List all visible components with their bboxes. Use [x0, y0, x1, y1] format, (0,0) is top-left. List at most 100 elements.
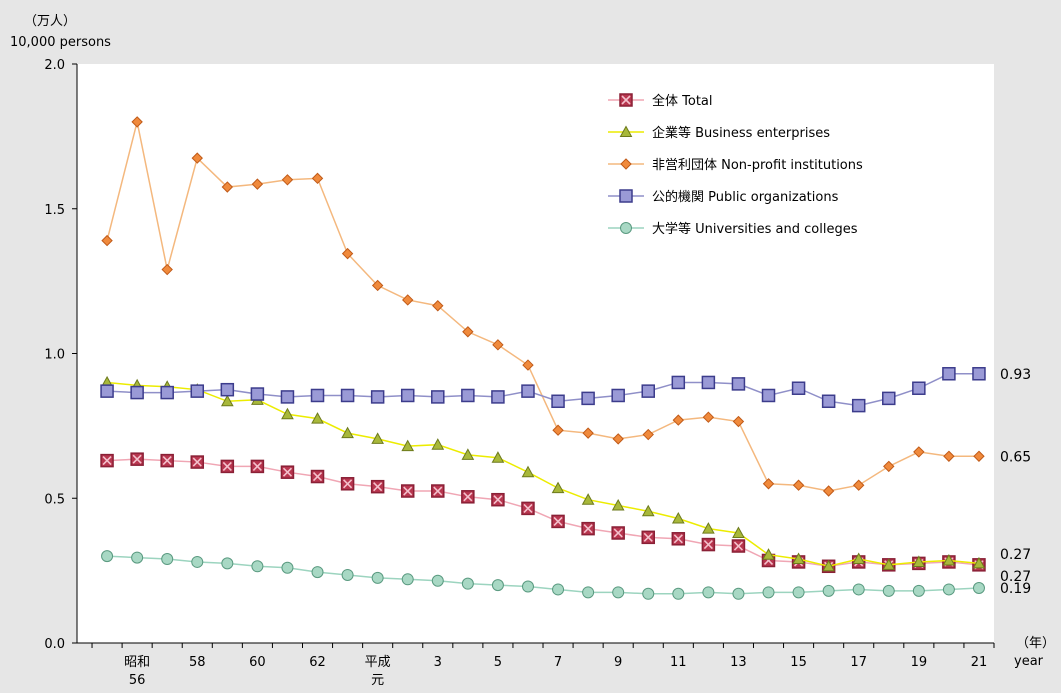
data-point: [551, 394, 565, 409]
data-point: [161, 553, 174, 566]
x-tick-label: 17: [850, 655, 867, 670]
series-3: [100, 367, 986, 413]
data-point: [461, 577, 474, 590]
data-point: [672, 414, 685, 426]
data-point: [731, 377, 746, 391]
data-point: [702, 411, 715, 423]
cross-stroke: [433, 486, 443, 496]
data-point-cross: [252, 461, 262, 471]
cross-stroke: [613, 528, 623, 538]
legend-marker: [620, 158, 632, 170]
data-point: [762, 586, 775, 599]
x-tick-label: 15: [790, 655, 807, 670]
x-unit-en: year: [1014, 654, 1044, 669]
x-axis-ticks: 昭和 56 58 60 62 平成元 3 5 7 9 11 13 15 17 19 21: [91, 643, 995, 688]
legend-marker-cross: [621, 95, 631, 105]
data-point: [461, 388, 475, 403]
data-point: [341, 247, 354, 260]
cross-stroke: [673, 534, 683, 544]
data-point: [882, 558, 896, 570]
data-point: [582, 427, 594, 439]
x-tick-label: 11: [670, 655, 687, 670]
cross-stroke: [621, 95, 631, 105]
data-point: [702, 522, 715, 534]
x-unit-ja: （年）: [1016, 636, 1055, 651]
data-point: [972, 556, 986, 569]
data-point: [942, 367, 956, 381]
data-point-cross: [493, 495, 503, 505]
data-point: [762, 548, 775, 560]
legend-marker: [619, 125, 633, 137]
data-point: [221, 557, 234, 570]
y-tick-label: 0.0: [44, 637, 65, 652]
data-point: [220, 394, 234, 407]
data-point: [341, 426, 354, 439]
x-tick-label: 60: [249, 655, 266, 670]
data-point-cross: [192, 457, 202, 467]
data-point-cross: [162, 456, 172, 466]
data-point-cross: [312, 471, 323, 482]
data-point-cross: [613, 528, 623, 538]
series-4: [101, 550, 985, 600]
legend-label: 公的機関 Public organizations: [652, 189, 839, 205]
x-tick-label: 昭和: [124, 655, 150, 670]
end-value-label: 0.93: [1000, 367, 1031, 383]
data-point: [521, 580, 534, 593]
data-point-cross: [403, 486, 413, 496]
x-tick-label-line2: 元: [371, 673, 384, 688]
y-tick-label: 1.5: [44, 203, 65, 218]
data-point: [581, 493, 595, 505]
data-point: [852, 479, 865, 491]
data-point: [913, 446, 925, 458]
x-tick-label: 62: [309, 655, 326, 670]
data-point: [401, 439, 415, 452]
cross-stroke: [463, 492, 473, 502]
cross-stroke: [102, 456, 112, 466]
data-point-cross: [523, 503, 533, 513]
data-point: [581, 391, 595, 406]
data-point: [462, 326, 474, 338]
y-tick-label: 1.0: [44, 348, 65, 363]
y-tick-label: 2.0: [44, 58, 65, 73]
data-point: [341, 568, 354, 581]
series-layer: [100, 116, 986, 600]
cross-stroke: [523, 503, 533, 513]
data-point: [190, 384, 205, 398]
data-point-cross: [643, 532, 653, 542]
data-point: [852, 583, 865, 596]
data-point: [491, 579, 504, 592]
data-point-cross: [673, 534, 683, 544]
data-point: [792, 552, 805, 565]
data-point: [191, 555, 204, 568]
end-value-label: 0.27: [1000, 547, 1031, 563]
y-axis-ticks: 0.0 0.5 1.0 1.5 2.0: [44, 58, 77, 652]
data-point: [942, 553, 956, 566]
end-labels: 0.27 0.27 0.65 0.93 0.19: [1000, 367, 1031, 597]
data-point: [912, 381, 926, 395]
data-point: [732, 587, 745, 600]
data-point: [762, 478, 775, 490]
data-point: [371, 432, 385, 444]
data-point-cross: [553, 516, 563, 526]
end-value-label: 0.65: [1000, 449, 1031, 465]
data-point: [702, 586, 715, 599]
data-point: [491, 390, 505, 404]
data-point: [612, 586, 625, 599]
legend-label: 企業等 Business enterprises: [652, 125, 830, 141]
legend-item-0: 全体 Total: [608, 93, 713, 109]
data-point: [672, 587, 685, 600]
data-point: [250, 387, 265, 401]
x-tick-label: 3: [434, 655, 442, 670]
y-tick-label: 0.5: [44, 492, 65, 507]
data-point: [822, 559, 835, 572]
data-point-cross: [102, 456, 112, 466]
data-point: [912, 584, 925, 597]
cross-stroke: [643, 532, 653, 542]
data-point: [912, 555, 926, 567]
cross-stroke: [553, 516, 563, 526]
data-point: [551, 481, 565, 494]
legend-marker: [620, 222, 632, 234]
data-point: [431, 390, 445, 404]
data-point: [641, 504, 655, 517]
